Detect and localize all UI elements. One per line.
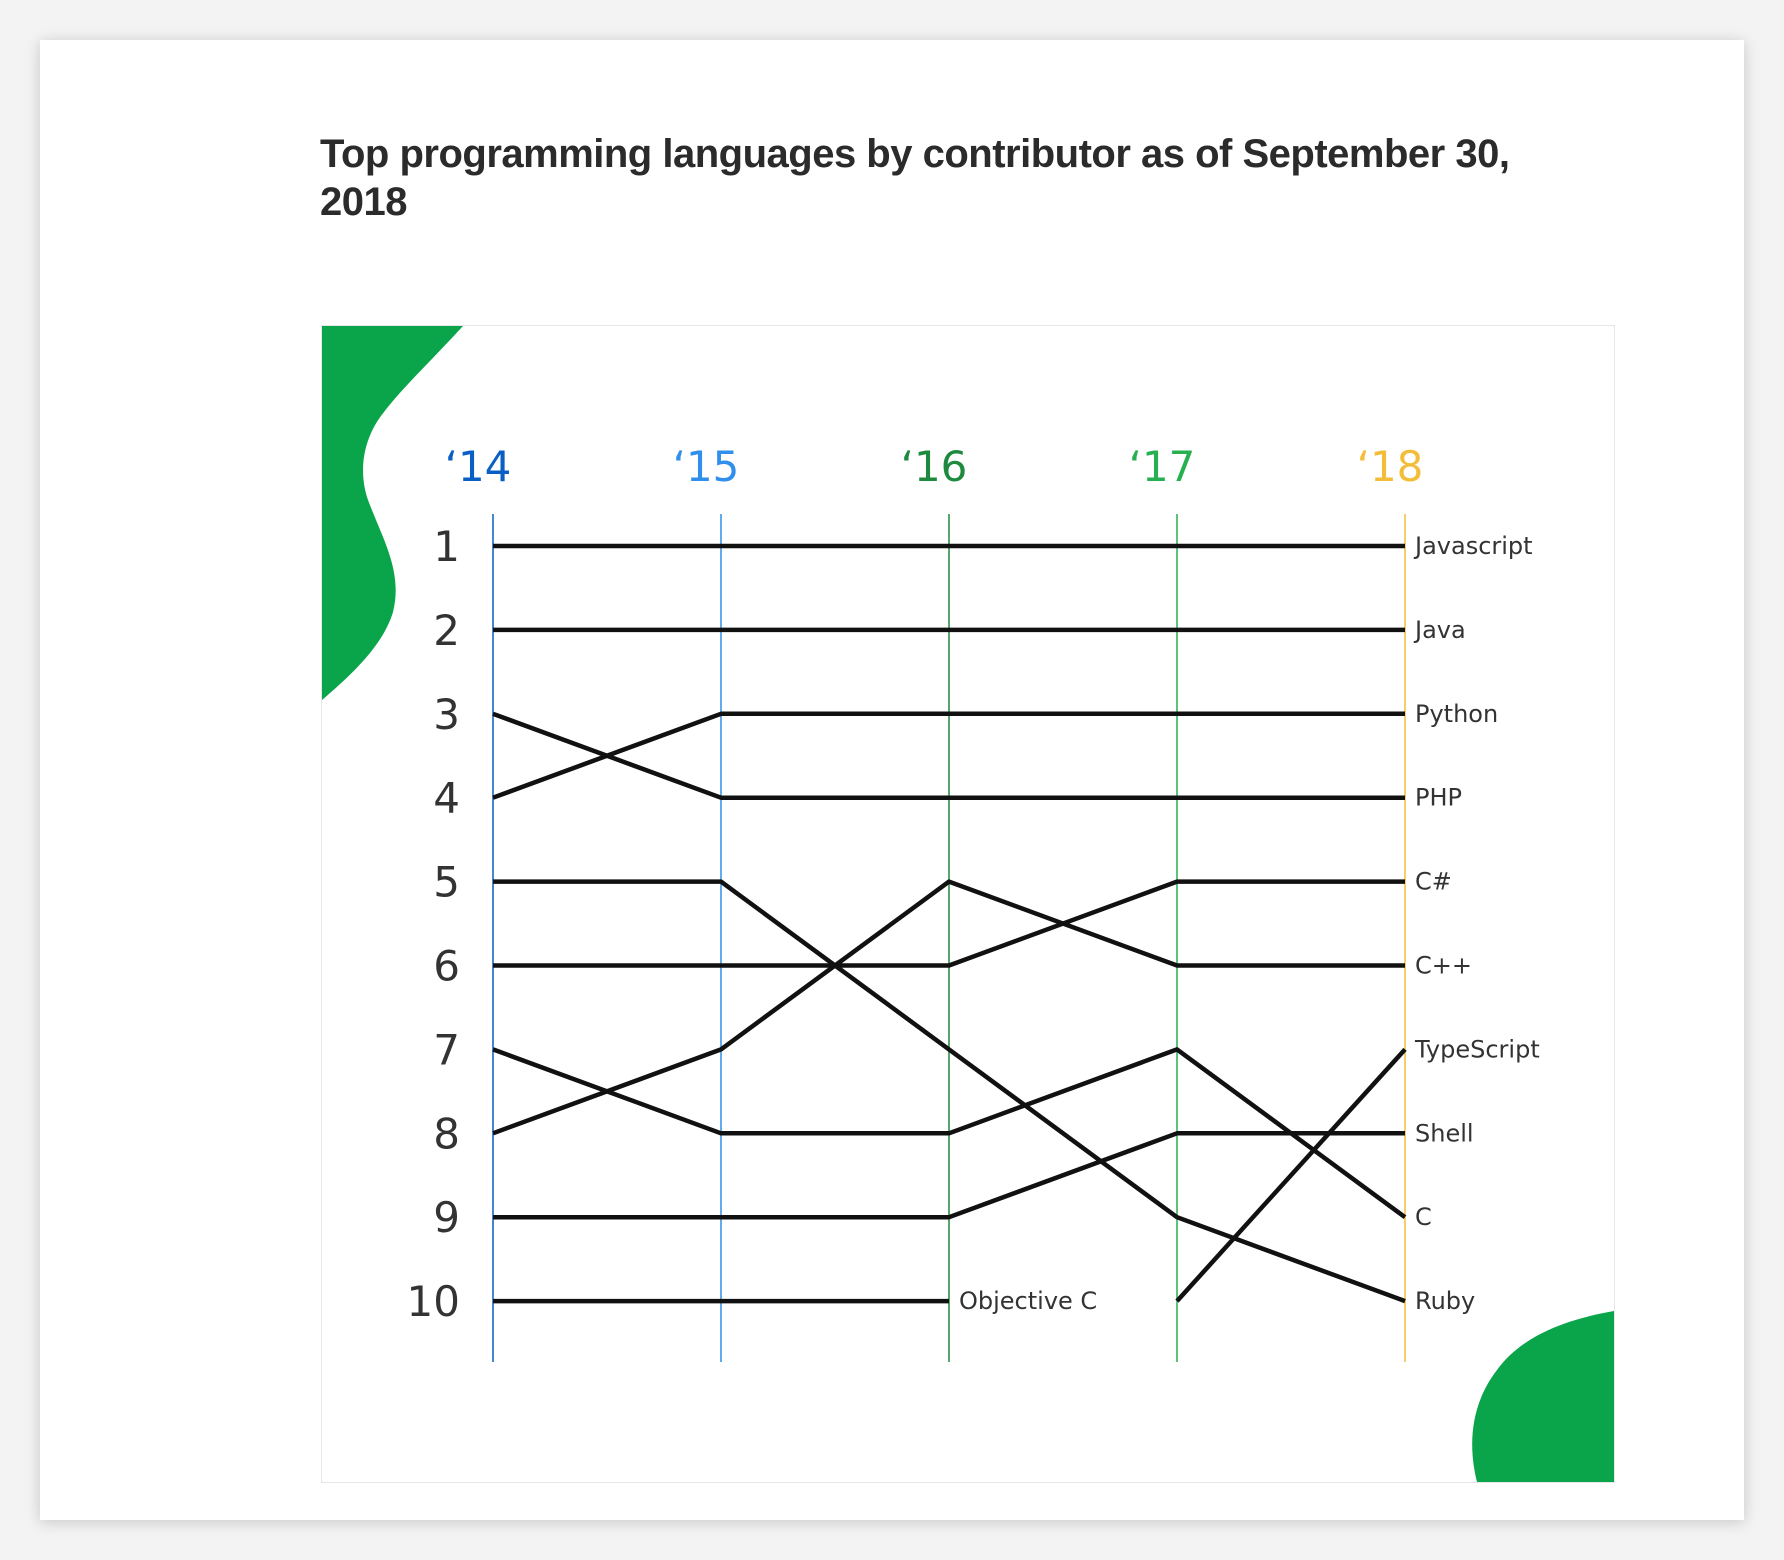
- page-title: Top programming languages by contributor…: [320, 132, 1510, 224]
- year-tick-label: ‘18: [1357, 442, 1424, 491]
- chart-card: Top programming languages by contributor…: [40, 40, 1744, 1520]
- year-tick-label: ‘17: [1129, 442, 1196, 491]
- series-label: Ruby: [1415, 1287, 1475, 1315]
- series-label: Python: [1415, 700, 1498, 728]
- rank-tick-label: 3: [433, 690, 460, 739]
- rank-tick-label: 2: [433, 606, 460, 655]
- series-line: [492, 711, 1405, 800]
- series-label: TypeScript: [1414, 1035, 1540, 1063]
- series-line: [493, 1131, 1405, 1220]
- series-label: C: [1415, 1203, 1432, 1231]
- rank-tick-label: 4: [433, 774, 460, 823]
- series-label: Shell: [1415, 1119, 1474, 1147]
- series-label: C#: [1415, 868, 1452, 896]
- series-line: [493, 879, 1406, 1304]
- series-line: [1175, 1047, 1407, 1303]
- series-label: PHP: [1415, 784, 1462, 812]
- rank-tick-label: 7: [433, 1025, 460, 1074]
- rank-tick-label: 10: [407, 1277, 460, 1326]
- series-label: Javascript: [1413, 532, 1533, 560]
- bump-chart: ‘14 ‘15 ‘16 ‘17 ‘18 1 2 3 4 5 6 7 8 9 10 Javascript Java…: [322, 326, 1614, 1482]
- year-tick-label: ‘16: [901, 442, 968, 491]
- series-label: C++: [1415, 952, 1472, 980]
- rank-tick-label: 8: [433, 1109, 460, 1158]
- rank-tick-label: 5: [433, 858, 460, 907]
- bump-chart-frame: ‘14 ‘15 ‘16 ‘17 ‘18 1 2 3 4 5 6 7 8 9 10 Javascript Java…: [321, 325, 1615, 1483]
- series-label: Java: [1413, 616, 1466, 644]
- series-line: [493, 879, 1405, 968]
- top-left-green-blob: [322, 326, 463, 700]
- year-tick-label: ‘15: [673, 442, 740, 491]
- rank-tick-label: 1: [433, 522, 460, 571]
- series-line: [492, 879, 1405, 1136]
- rank-tick-label: 6: [433, 942, 460, 991]
- rank-tick-label: 9: [433, 1193, 460, 1242]
- series-line: [492, 1047, 1407, 1220]
- series-label: Objective C: [959, 1287, 1097, 1315]
- year-tick-label: ‘14: [445, 442, 512, 491]
- bottom-right-green-blob: [1472, 1311, 1614, 1482]
- series-line: [492, 711, 1405, 800]
